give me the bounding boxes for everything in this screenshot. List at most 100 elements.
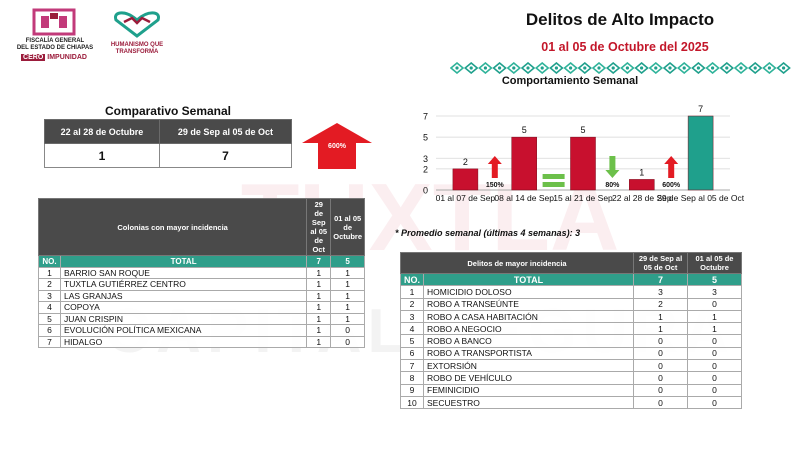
row-value-a: 1 xyxy=(306,278,332,291)
chart-bar xyxy=(629,179,655,191)
row-value-b: 1 xyxy=(687,309,742,324)
row-value-a: 0 xyxy=(633,371,688,385)
row-value-b: 0 xyxy=(330,324,365,337)
chart-title: Comportamiento Semanal xyxy=(501,75,639,87)
delitos-header-b: 01 al 05 de Octubre xyxy=(687,252,742,274)
row-value-b: 1 xyxy=(330,301,365,314)
table-row: 4 COPOYA 1 1 xyxy=(38,301,365,314)
row-value-b: 1 xyxy=(687,322,742,336)
decor-dot xyxy=(569,66,573,70)
increase-arrow-icon xyxy=(302,123,372,169)
row-value-b: 1 xyxy=(330,278,365,291)
row-number: 6 xyxy=(38,324,61,337)
decor-diamond xyxy=(520,62,536,74)
bar-data-label: 5 xyxy=(522,125,527,135)
colonias-no-label: NO. xyxy=(38,255,61,268)
row-value-b: 0 xyxy=(687,359,742,373)
row-number: 5 xyxy=(399,334,425,348)
row-number: 2 xyxy=(399,297,425,311)
decor-diamond xyxy=(634,62,649,74)
equal-sign-icon xyxy=(542,182,565,187)
decor-diamond xyxy=(563,62,578,74)
y-tick-label: 2 xyxy=(423,164,428,174)
row-number: 7 xyxy=(399,359,425,373)
row-value-b: 1 xyxy=(330,266,365,279)
decor-dot xyxy=(455,66,459,70)
decor-dot xyxy=(483,66,487,70)
decor-diamond xyxy=(478,62,493,74)
colonias-total-b: 5 xyxy=(330,255,365,268)
bar-data-label: 2 xyxy=(463,157,468,167)
decor-diamond xyxy=(733,62,749,74)
delitos-total-label: TOTAL xyxy=(423,272,634,287)
decor-diamond xyxy=(676,62,692,74)
row-value-a: 1 xyxy=(306,312,332,325)
row-value-b: 1 xyxy=(330,312,365,325)
bar-data-label: 1 xyxy=(639,167,644,177)
decor-dot xyxy=(611,66,615,70)
delitos-no-label: NO. xyxy=(399,272,425,287)
table-row: 5 ROBO A BANCO 0 0 xyxy=(399,334,742,348)
colonias-total-a: 7 xyxy=(306,255,332,268)
delitos-table: Delitos de mayor incidencia 29 de Sep al… xyxy=(399,252,742,410)
table-row: 3 ROBO A CASA HABITACIÓN 1 1 xyxy=(399,309,742,324)
x-tick-label: 01 al 07 de Sep xyxy=(436,193,496,203)
decor-dot xyxy=(725,66,729,70)
row-value-b: 0 xyxy=(687,334,742,348)
decor-dot xyxy=(526,66,530,70)
cero-impunidad-badge: CERO IMPUNIDAD xyxy=(13,53,97,62)
comparativo-col2: 29 de Sep al 05 de Oct xyxy=(158,119,293,144)
heart-emblem-icon xyxy=(114,11,160,38)
row-name: ROBO A TRANSEÚNTE xyxy=(423,297,634,311)
decor-diamond xyxy=(776,62,791,74)
decor-diamond xyxy=(577,62,593,74)
decor-diamond xyxy=(705,62,720,74)
row-number: 10 xyxy=(399,395,425,410)
row-value-b: 0 xyxy=(687,371,742,385)
colonias-header-a: 29 de Sep al 05 de Oct xyxy=(306,198,332,256)
comparativo-change-label: 600% xyxy=(328,143,346,150)
row-name: FEMINICIDIO xyxy=(423,383,634,397)
chart-bar xyxy=(687,115,714,191)
table-row: 6 EVOLUCIÓN POLÍTICA MEXICANA 1 0 xyxy=(38,324,365,337)
table-row: 6 ROBO A TRANSPORTISTA 0 0 xyxy=(399,346,742,361)
humanismo-logo: HUMANISMO QUE TRANSFORMA xyxy=(106,10,168,62)
row-value-b: 1 xyxy=(330,289,365,302)
delitos-header-a: 29 de Sep al 05 de Oct xyxy=(633,252,688,274)
decor-dot xyxy=(782,66,786,70)
table-row: 3 LAS GRANJAS 1 1 xyxy=(38,289,365,302)
change-label: 150% xyxy=(486,182,505,189)
row-value-a: 1 xyxy=(306,324,332,337)
bar-data-label: 7 xyxy=(698,104,703,114)
colonias-header-b: 01 al 05 de Octubre xyxy=(330,198,365,256)
row-number: 5 xyxy=(38,312,61,325)
decor-diamond xyxy=(605,62,621,74)
row-number: 9 xyxy=(399,383,425,397)
row-value-a: 3 xyxy=(633,285,688,299)
row-value-b: 0 xyxy=(687,297,742,311)
row-value-a: 2 xyxy=(633,297,688,311)
row-name: ROBO A TRANSPORTISTA xyxy=(423,346,634,361)
table-row: 2 ROBO A TRANSEÚNTE 2 0 xyxy=(399,297,742,311)
y-tick-label: 0 xyxy=(423,186,428,196)
row-value-a: 1 xyxy=(306,289,332,302)
decor-dot xyxy=(498,66,502,70)
chart-bar xyxy=(452,168,479,191)
decor-dot xyxy=(512,66,516,70)
decor-dot xyxy=(753,66,757,70)
row-number: 8 xyxy=(399,371,425,385)
row-value-a: 1 xyxy=(306,335,332,348)
comparativo-table: 22 al 28 de Octubre 29 de Sep al 05 de O… xyxy=(44,119,293,168)
decor-diamond xyxy=(747,62,763,74)
table-row: 8 ROBO DE VEHÍCULO 0 0 xyxy=(399,371,742,385)
page-subtitle: 01 al 05 de Octubre del 2025 xyxy=(541,40,709,54)
row-number: 3 xyxy=(38,289,61,302)
delitos-header-name: Delitos de mayor incidencia xyxy=(400,252,634,274)
row-value-b: 0 xyxy=(330,335,365,348)
up-arrow-icon xyxy=(664,156,679,178)
row-value-a: 1 xyxy=(633,309,688,324)
decor-dot xyxy=(540,66,544,70)
row-name: HOMICIDIO DOLOSO xyxy=(423,285,634,299)
decor-dot xyxy=(668,66,672,70)
